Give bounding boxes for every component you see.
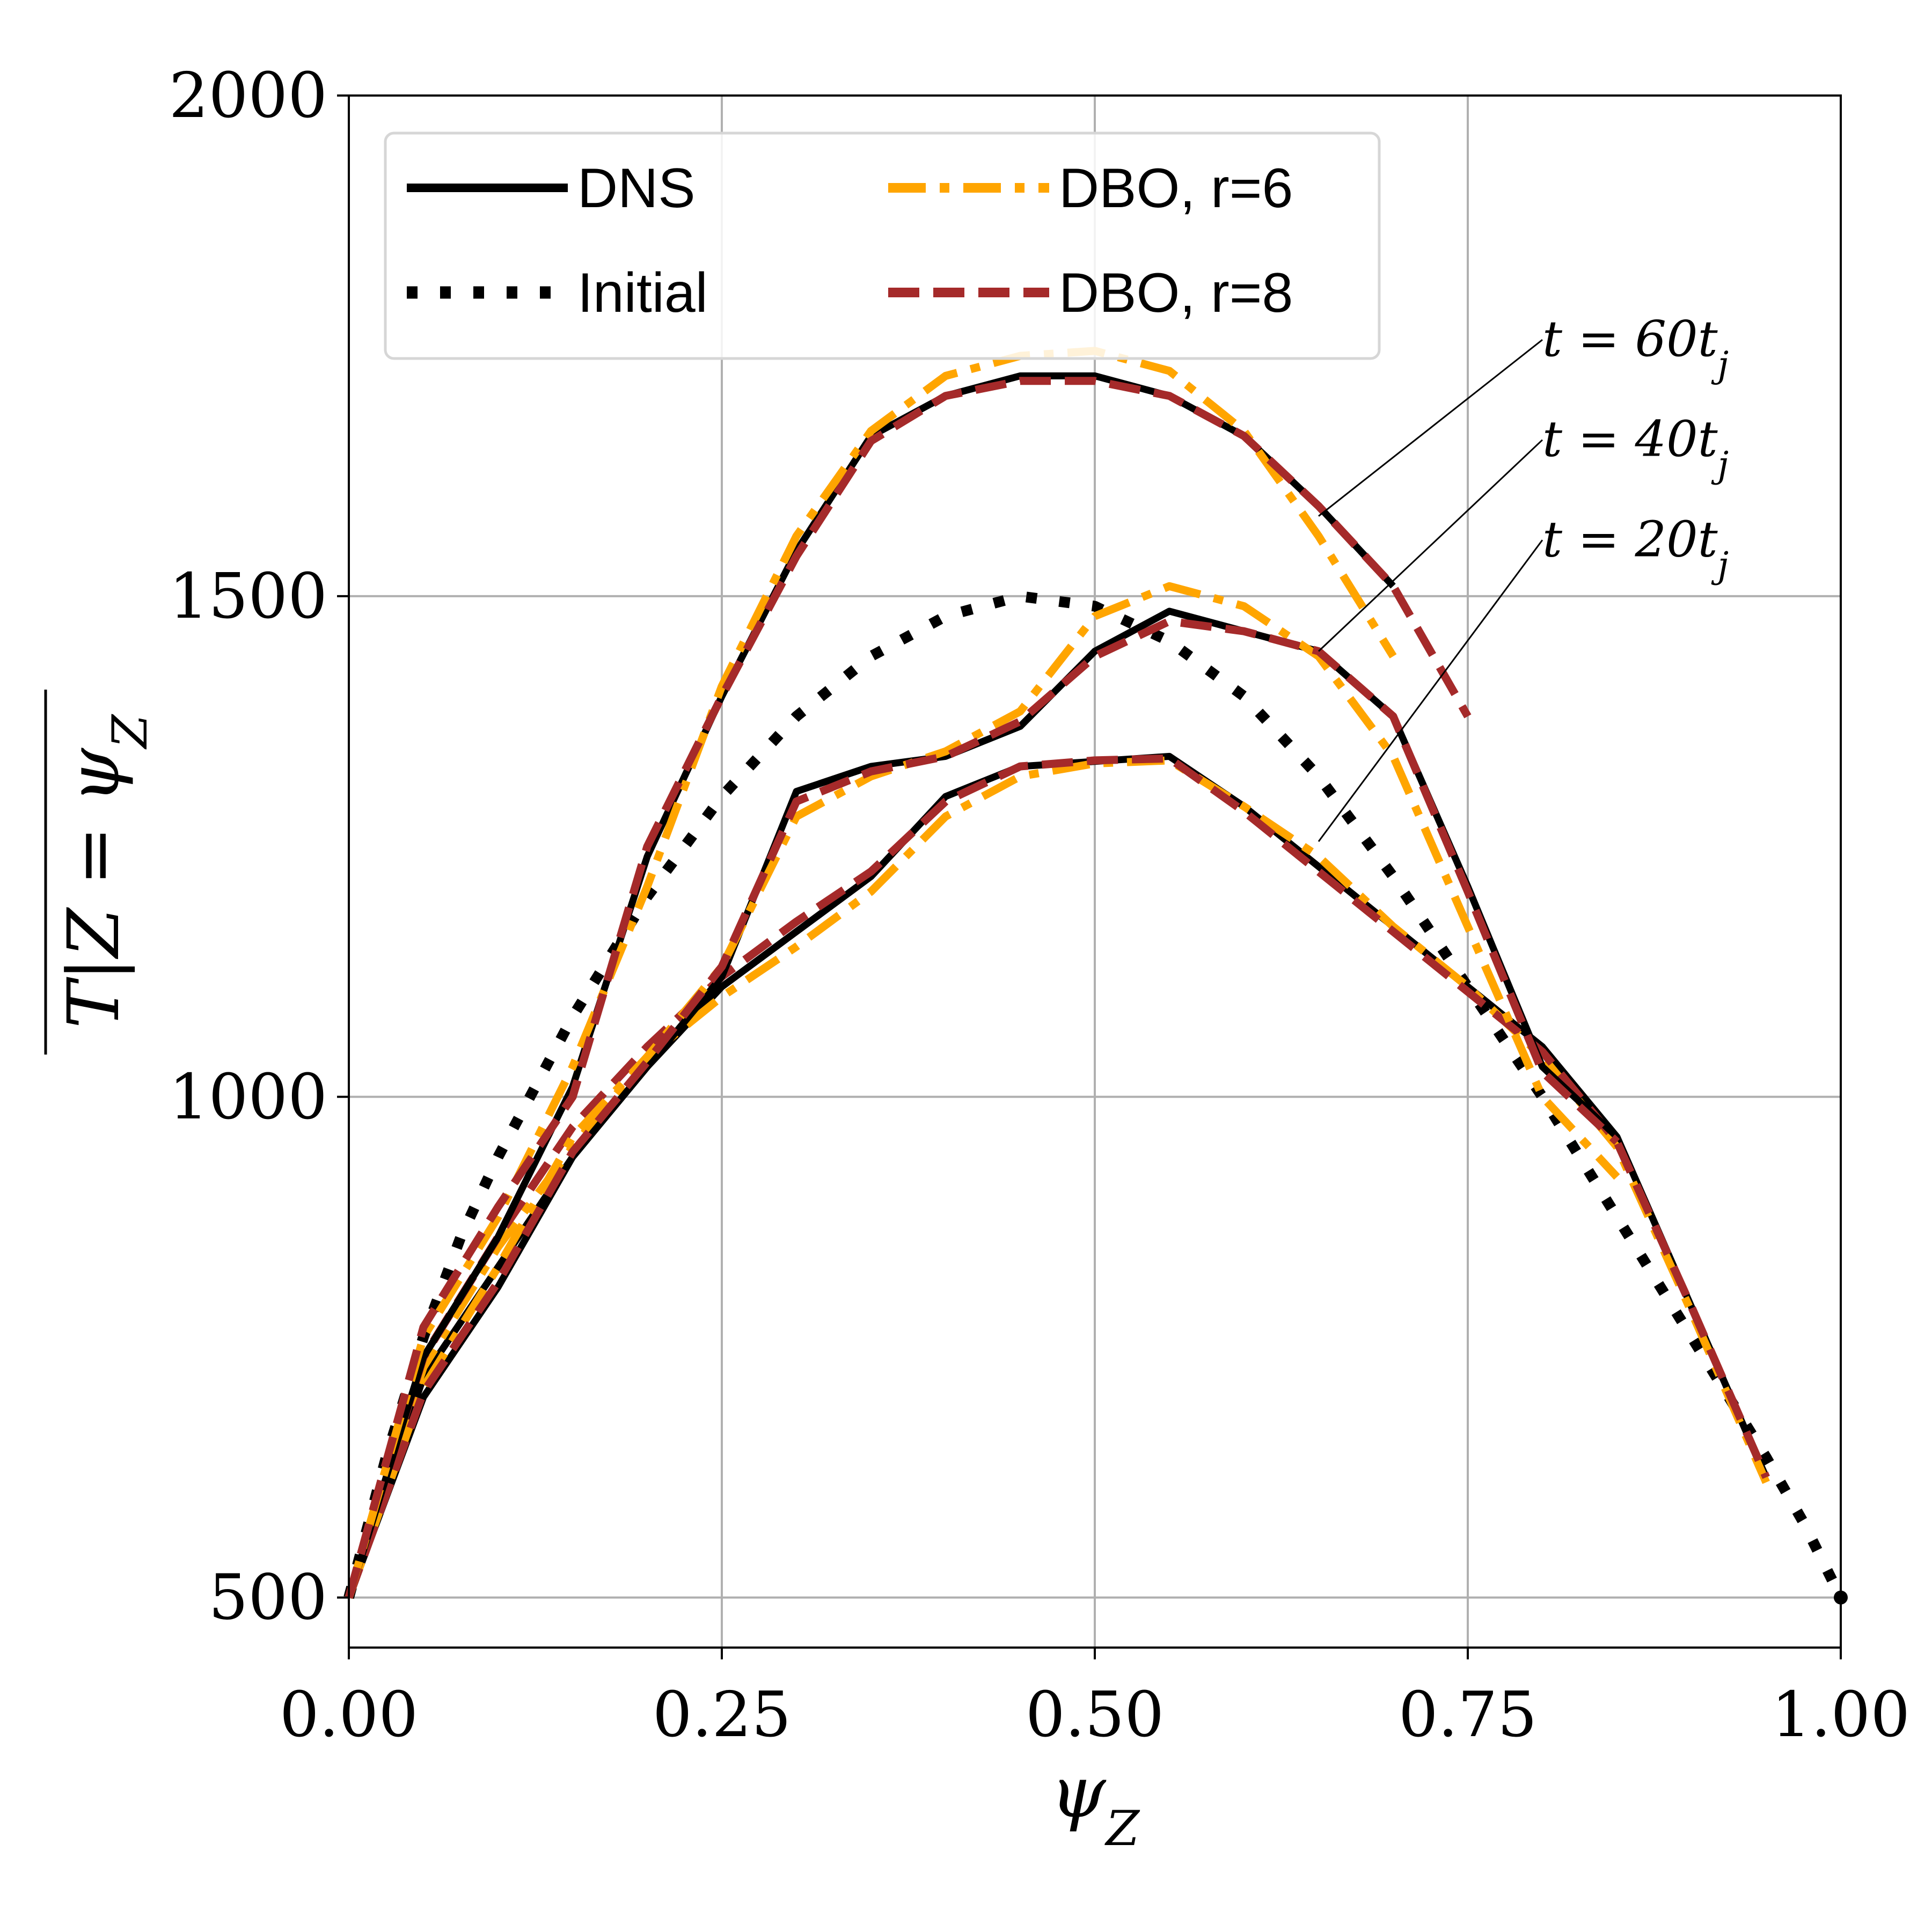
annotation-leader-line [1318,339,1543,517]
series-line-dbo-r-8-t-60 [345,377,1472,1599]
legend-label: DBO, r=6 [1059,157,1293,219]
x-tick-label: 1.00 [1772,1679,1910,1751]
series-line-dbo-r-8-t-40 [345,617,1620,1599]
legend-label: DBO, r=8 [1059,262,1293,324]
annotations: t = 60tj t = 40tj t = 20tj [1318,310,1729,842]
legend-label: Initial [577,262,708,324]
x-tick-label: 0.75 [1399,1679,1537,1751]
legend-box [384,131,1381,360]
series-layer [343,347,1848,1605]
x-tick-label: 0.25 [653,1679,791,1751]
x-tick-label: 0.50 [1026,1679,1164,1751]
annotation-label: t = 20tj [1542,510,1729,586]
annotation-label: t = 60tj [1542,310,1729,385]
x-axis-label: ψZ [1050,1751,1140,1857]
x-tick-label: 0.00 [280,1679,418,1751]
y-axis-label: T|Z = ψZ [53,714,158,1028]
series-line-dbo-r-6-t-40 [345,582,1620,1599]
legend: DNS DBO, r=6 Initial DBO, r=8 [384,131,1381,360]
y-tick-label: 1000 [169,1061,327,1133]
annotation-leader-line [1318,539,1543,842]
ticks: 0.00 0.25 0.50 0.75 1.00 500 1000 1500 2000 [169,60,1910,1751]
annotation-leader-line [1318,439,1543,652]
legend-label: DNS [577,157,696,219]
y-tick-label: 1500 [169,560,327,633]
annotation-label: t = 40tj [1542,411,1729,486]
y-tick-label: 2000 [169,60,327,132]
y-tick-label: 500 [209,1562,327,1634]
